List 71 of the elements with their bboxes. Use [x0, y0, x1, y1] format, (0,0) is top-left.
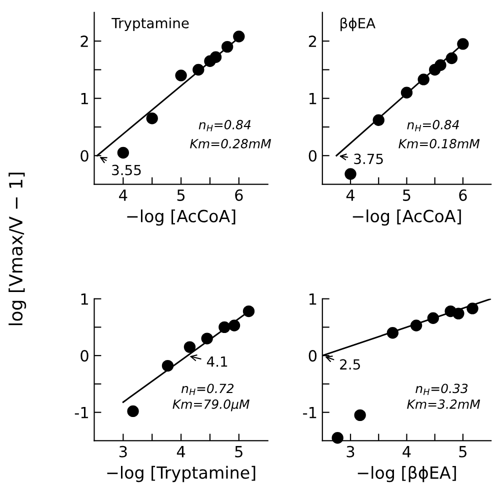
x-axis-title: −log [AcCoA]: [127, 209, 236, 226]
x-tick-label: 5: [403, 190, 410, 201]
chart-title: Tryptamine: [112, 18, 189, 32]
point: [127, 405, 139, 418]
y-tick-label: 0: [80, 150, 88, 162]
annotation: n$_{H}$=0.72: [181, 384, 234, 396]
point: [427, 312, 439, 324]
annotation: n$_{H}$=0.84: [198, 120, 251, 132]
y-tick-label: -1: [74, 407, 88, 418]
point: [344, 168, 356, 180]
y-tick-label: 0: [308, 150, 317, 162]
annotation: Km=3.2mM: [407, 399, 480, 409]
y-tick-label: 2: [308, 36, 316, 47]
x-tick-label: 6: [459, 189, 467, 201]
y-tick-label: 2: [80, 36, 88, 47]
x-tick-label: 6: [235, 189, 243, 201]
x-axis-title: −log [Tryptamine]: [107, 466, 256, 482]
point: [201, 332, 213, 344]
x-tick-label: 4: [402, 446, 411, 458]
point: [457, 38, 469, 50]
y-tick-label: 0: [80, 350, 88, 362]
annotation: 3.55: [112, 164, 141, 176]
y-tick-label: 1: [81, 293, 88, 305]
point: [192, 64, 204, 76]
point: [210, 51, 222, 63]
x-tick-label: 3: [119, 446, 127, 458]
annotation: 2.5: [340, 359, 360, 370]
point: [418, 74, 430, 86]
point: [400, 86, 413, 98]
point: [218, 321, 230, 334]
x-tick-label: 4: [176, 446, 186, 458]
point: [434, 59, 446, 71]
x-tick-label: 5: [459, 446, 466, 458]
annotation: Km=79.0μM: [172, 399, 250, 412]
point: [117, 146, 130, 159]
point: [354, 409, 366, 422]
point: [446, 52, 458, 64]
point: [372, 114, 384, 126]
point: [410, 320, 422, 332]
point: [175, 70, 187, 82]
annotation: 3.75: [354, 154, 383, 164]
annotation: 4.1: [206, 356, 228, 367]
y-tick-label: -1: [303, 407, 316, 418]
point: [146, 112, 158, 124]
annotation: Km=0.28mM: [190, 138, 272, 148]
chart-title: βϕEA: [340, 18, 376, 32]
point: [466, 302, 478, 314]
x-tick-label: 4: [346, 190, 355, 201]
point: [228, 320, 240, 332]
annotation: Km=0.18mM: [398, 138, 480, 148]
x-tick-label: 3: [346, 446, 354, 458]
point: [386, 327, 399, 339]
annotation: n$_{H}$=0.84: [407, 120, 459, 132]
x-axis-title: −log [βϕEA]: [358, 466, 456, 482]
x-axis-title: −log [AcCoA]: [352, 209, 461, 226]
point: [332, 432, 344, 444]
point: [184, 341, 196, 353]
y-tick-label: 0: [308, 350, 317, 362]
x-tick-label: 5: [177, 190, 185, 201]
y-tick-label: 1: [81, 93, 88, 104]
x-tick-label: 5: [235, 446, 242, 458]
point: [221, 40, 234, 53]
point: [242, 305, 255, 318]
x-tick-label: 4: [119, 190, 128, 201]
point: [162, 360, 174, 372]
point: [452, 308, 464, 320]
y-axis-title: log [Vmax/V − 1]: [8, 172, 26, 326]
y-tick-label: 1: [309, 93, 316, 104]
y-tick-label: 1: [309, 293, 316, 305]
annotation: n$_{H}$=0.33: [416, 384, 468, 396]
point: [233, 30, 245, 42]
